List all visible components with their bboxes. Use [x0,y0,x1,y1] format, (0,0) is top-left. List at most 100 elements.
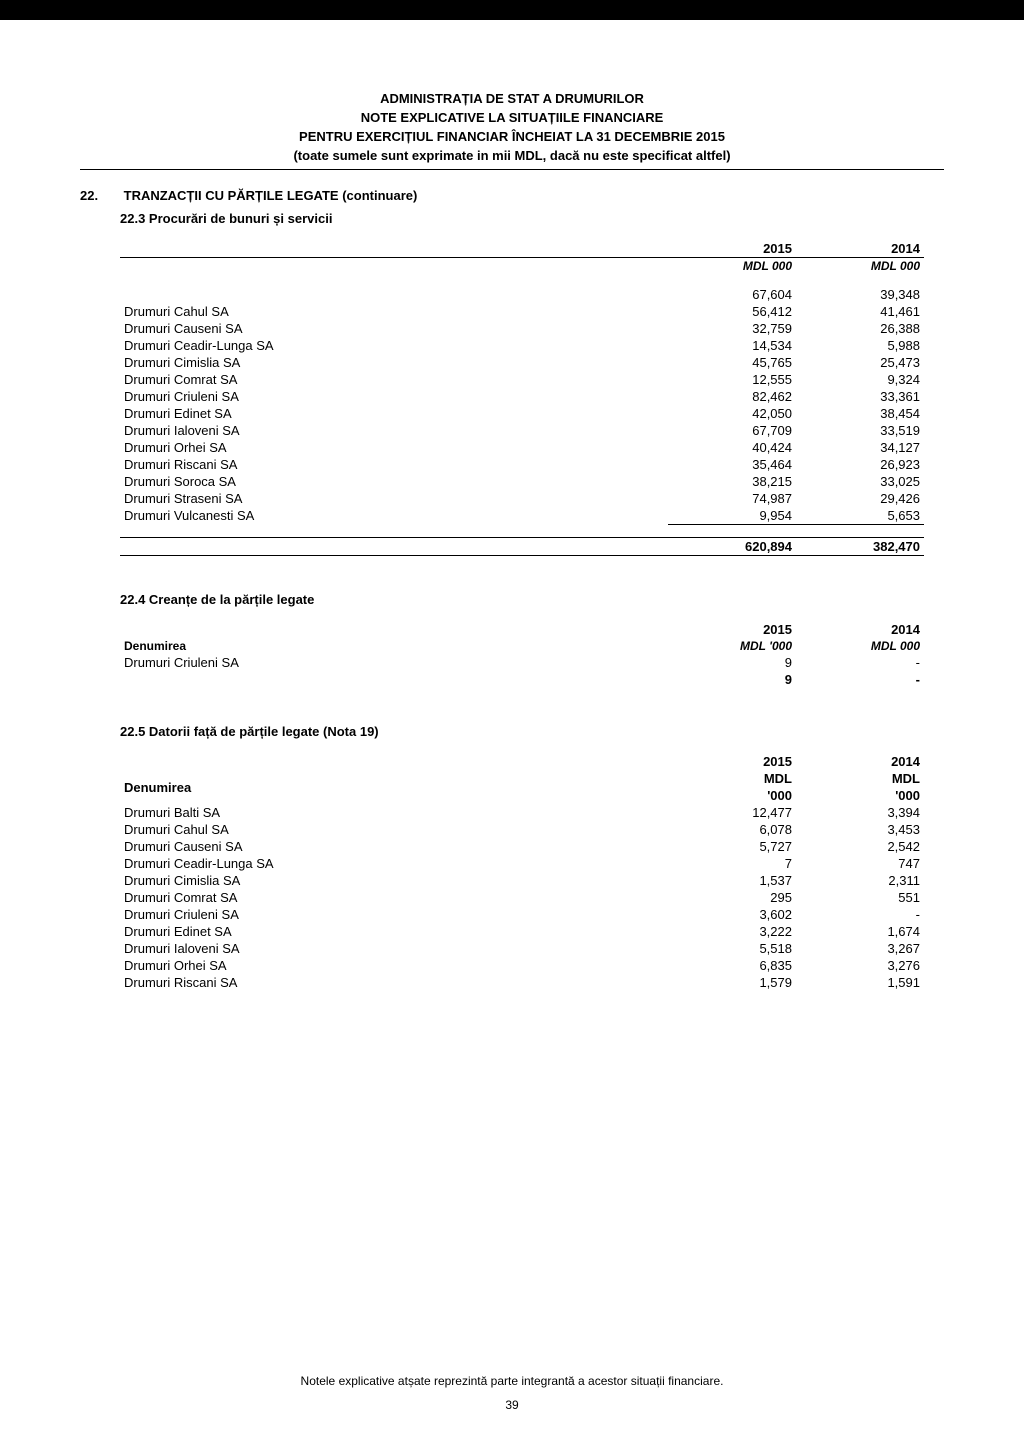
table-row: Drumuri Comrat SA12,5559,324 [120,371,924,388]
row-label: Drumuri Riscani SA [120,456,668,473]
table-row: Drumuri Ialoveni SA67,70933,519 [120,422,924,439]
cell-value: 38,215 [668,473,796,490]
table-223-block: 2015 2014 MDL 000 MDL 000 67,604 39,348 … [120,240,924,556]
row-label: Drumuri Cimislia SA [120,872,668,889]
table-224-block: 2015 2014 Denumirea MDL '000 MDL 000 Dru… [120,621,924,688]
col-2014: 2014 [796,753,924,770]
unit-row-a: Denumirea MDL MDL [120,770,924,787]
cell-value: 5,518 [668,940,796,957]
cell-value: 12,477 [668,804,796,821]
cell-value: 45,765 [668,354,796,371]
header-line-4: (toate sumele sunt exprimate in mii MDL,… [80,147,944,166]
row-label: Drumuri Straseni SA [120,490,668,507]
page: ADMINISTRAȚIA DE STAT A DRUMURILOR NOTE … [0,0,1024,1448]
subsection-225-title: 22.5 Datorii față de părțile legate (Not… [120,724,944,739]
cell-value: 2,542 [796,838,924,855]
table-223-body: Drumuri Cahul SA56,41241,461Drumuri Caus… [120,303,924,525]
cell-value: 26,923 [796,456,924,473]
table-224: 2015 2014 Denumirea MDL '000 MDL 000 Dru… [120,621,924,688]
cell-value: 32,759 [668,320,796,337]
col-2015: 2015 [668,240,796,258]
row-label: Drumuri Cahul SA [120,303,668,320]
document-header: ADMINISTRAȚIA DE STAT A DRUMURILOR NOTE … [80,60,944,170]
cell-value: 26,388 [796,320,924,337]
row-label: Drumuri Edinet SA [120,923,668,940]
cell-value: 1,674 [796,923,924,940]
cell-value: 39,348 [796,286,924,303]
cell-value: 295 [668,889,796,906]
row-label: Drumuri Edinet SA [120,405,668,422]
row-label: Drumuri Comrat SA [120,889,668,906]
total-row: 620,894 382,470 [120,538,924,556]
table-row: Drumuri Criuleni SA9- [120,654,924,671]
unit-2015: MDL 000 [668,258,796,275]
cell-value: 9,324 [796,371,924,388]
table-223: 2015 2014 MDL 000 MDL 000 67,604 39,348 … [120,240,924,556]
table-row: Drumuri Causeni SA32,75926,388 [120,320,924,337]
table-224-body: Drumuri Criuleni SA9- [120,654,924,671]
table-header-row: 2015 2014 [120,753,924,770]
cell-value: 14,534 [668,337,796,354]
table-row: Drumuri Ceadir-Lunga SA7747 [120,855,924,872]
total-row: 9 - [120,671,924,688]
denumirea-label: Denumirea [120,638,668,654]
cell-value: 3,602 [668,906,796,923]
cell-value: 5,653 [796,507,924,525]
cell-value: 747 [796,855,924,872]
table-row: Drumuri Edinet SA42,05038,454 [120,405,924,422]
row-label: Drumuri Causeni SA [120,838,668,855]
row-label: Drumuri Balti SA [120,804,668,821]
cell-value: 40,424 [668,439,796,456]
section-22-heading: 22. TRANZACȚII CU PĂRȚILE LEGATE (contin… [80,188,944,203]
table-header-row: 2015 2014 [120,621,924,638]
table-header-row: 2015 2014 [120,240,924,258]
cell-value: 1,591 [796,974,924,991]
cell-value: 3,276 [796,957,924,974]
total-2014: 382,470 [796,538,924,556]
cell-value: 3,453 [796,821,924,838]
col-2014: 2014 [796,621,924,638]
row-label: Drumuri Cahul SA [120,821,668,838]
cell-value: 5,727 [668,838,796,855]
unit-2014: MDL 000 [796,638,924,654]
table-row: Drumuri Causeni SA5,7272,542 [120,838,924,855]
table-row: Drumuri Cahul SA6,0783,453 [120,821,924,838]
unit-2014-a: MDL [796,770,924,787]
unit-2015: MDL '000 [668,638,796,654]
row-label: Drumuri Cimislia SA [120,354,668,371]
col-2015: 2015 [668,621,796,638]
section-title: TRANZACȚII CU PĂRȚILE LEGATE (continuare… [124,188,418,203]
table-row: Drumuri Soroca SA38,21533,025 [120,473,924,490]
header-line-3: PENTRU EXERCIȚIUL FINANCIAR ÎNCHEIAT LA … [80,128,944,147]
col-2014: 2014 [796,240,924,258]
col-2015: 2015 [668,753,796,770]
table-row: Drumuri Vulcanesti SA9,9545,653 [120,507,924,525]
cell-value: 74,987 [668,490,796,507]
cell-value: 3,394 [796,804,924,821]
row-label: Drumuri Criuleni SA [120,906,668,923]
cell-value: 6,078 [668,821,796,838]
total-2014: - [796,671,924,688]
subsection-224-title: 22.4 Creanțe de la părțile legate [120,592,944,607]
header-line-2: NOTE EXPLICATIVE LA SITUAȚIILE FINANCIAR… [80,109,944,128]
cell-value: 41,461 [796,303,924,320]
row-label: Drumuri Ialoveni SA [120,422,668,439]
cell-value: 67,604 [668,286,796,303]
table-row: Drumuri Riscani SA35,46426,923 [120,456,924,473]
first-value-row: 67,604 39,348 [120,286,924,303]
cell-value: 6,835 [668,957,796,974]
row-label: Drumuri Riscani SA [120,974,668,991]
cell-value: 12,555 [668,371,796,388]
table-row: Drumuri Straseni SA74,98729,426 [120,490,924,507]
table-225-body: Drumuri Balti SA12,4773,394Drumuri Cahul… [120,804,924,991]
row-label: Drumuri Orhei SA [120,439,668,456]
subsection-223-title: 22.3 Procurări de bunuri și servicii [120,211,944,226]
unit-row: MDL 000 MDL 000 [120,258,924,275]
cell-value: 38,454 [796,405,924,422]
footnote: Notele explicative atșate reprezintă par… [0,1374,1024,1388]
table-row: Drumuri Cimislia SA1,5372,311 [120,872,924,889]
top-bar [0,0,1024,20]
cell-value: - [796,906,924,923]
row-label: Drumuri Criuleni SA [120,388,668,405]
cell-value: 5,988 [796,337,924,354]
